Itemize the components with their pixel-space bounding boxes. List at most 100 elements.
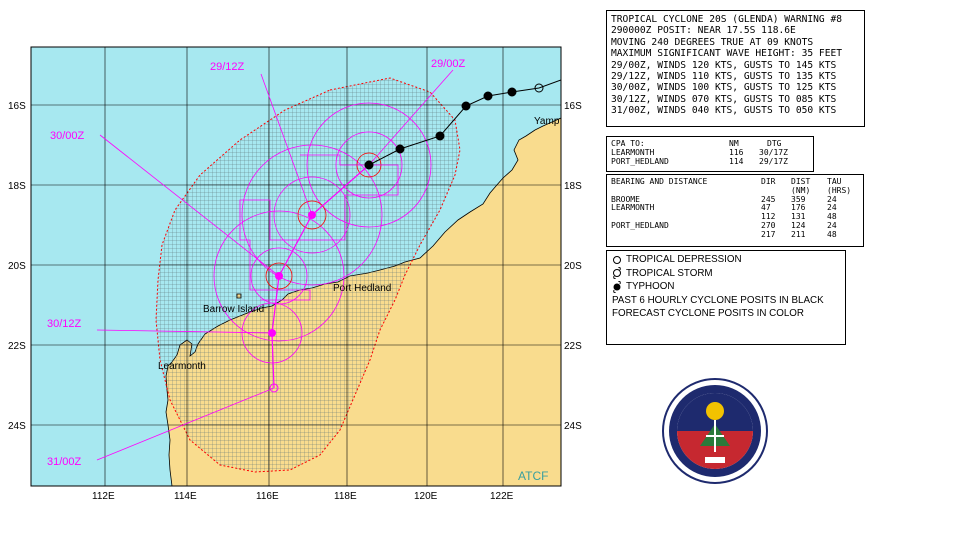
typhoon-symbol-icon	[435, 131, 445, 141]
legend-item-tropical-storm: TROPICAL STORM	[612, 267, 840, 281]
bearing-header-dist: DIST	[791, 177, 811, 186]
forecast-label-29-12z: 29/12Z	[210, 61, 245, 73]
place-label-barrow-island: Barrow Island	[203, 304, 264, 315]
typhoon-symbol-icon	[395, 144, 405, 154]
legend-label: TROPICAL STORM	[626, 267, 713, 279]
lat-label-inner: 16S	[564, 101, 582, 112]
lat-label-inner: 24S	[564, 421, 582, 432]
cpa-nm: 114	[729, 157, 744, 166]
cpa-nm: 116	[729, 148, 744, 157]
legend-item-typhoon: TYPHOON	[612, 280, 840, 294]
lat-label: 24S	[8, 421, 26, 432]
cpa-row: PORT_HEDLAND 114 29/17Z	[611, 157, 809, 166]
bearing-dist: 211	[791, 229, 806, 239]
bearing-subheader: (NM) (HRS)	[611, 185, 859, 196]
bearing-row: 217 211 48	[611, 229, 859, 240]
lon-label: 118E	[334, 491, 357, 502]
cpa-dtg: 30/17Z	[759, 148, 788, 157]
warning-line: 30/00Z, WINDS 100 KTS, GUSTS TO 125 KTS	[611, 82, 837, 94]
wind-radii	[213, 102, 432, 364]
forecast-posit-30-12z	[268, 329, 276, 337]
bearing-header: BEARING AND DISTANCE DIR DIST TAU	[611, 177, 859, 187]
graticule	[31, 47, 561, 486]
past-track	[368, 79, 561, 166]
lon-label: 120E	[414, 491, 438, 502]
place-label-learmonth: Learmonth	[158, 361, 206, 372]
bearing-dir: 47	[761, 203, 771, 213]
bearing-tau: 48	[827, 229, 837, 239]
warning-line: 29/00Z, WINDS 120 KTS, GUSTS TO 145 KTS	[611, 59, 837, 71]
typhoon-icon	[613, 280, 621, 293]
cpa-place: LEARMONTH	[611, 148, 655, 157]
bearing-dist: 124	[791, 220, 806, 230]
bearing-row: 112 131 48	[611, 212, 859, 222]
bearing-dist: 131	[791, 212, 806, 222]
warning-info-box: TROPICAL CYCLONE 20S (GLENDA) WARNING #8…	[606, 10, 865, 127]
cpa-header-dtg: DTG	[767, 139, 782, 148]
bearing-tau: 48	[827, 212, 837, 222]
cpa-box: CPA TO: NM DTG LEARMONTH 116 30/17Z PORT…	[606, 136, 814, 172]
typhoon-symbol-icon	[507, 87, 517, 97]
bearing-place: PORT_HEDLAND	[611, 220, 669, 230]
warning-line: MAXIMUM SIGNIFICANT WAVE HEIGHT: 35 FEET	[611, 48, 843, 60]
forecast-positions	[268, 211, 316, 337]
bearing-place: LEARMONTH	[611, 203, 655, 213]
bearing-row: BROOME 245 359 24	[611, 194, 859, 205]
legend-label: TYPHOON	[626, 281, 675, 293]
forecast-label-30-12z: 30/12Z	[47, 318, 82, 330]
typhoon-symbol-icon	[461, 101, 471, 111]
place-label-yamp: Yamp	[534, 116, 560, 127]
legend-note-forecast: FORECAST CYCLONE POSITS IN COLOR	[612, 308, 804, 320]
legend-item-tropical-depression: TROPICAL DEPRESSION	[612, 253, 840, 267]
bearing-dir: 217	[761, 229, 776, 239]
cpa-row: LEARMONTH 116 30/17Z	[611, 148, 809, 157]
cpa-header-nm: NM	[729, 139, 739, 148]
legend-label: TROPICAL DEPRESSION	[626, 254, 742, 265]
forecast-posit-29-12z	[308, 211, 316, 219]
cpa-place: PORT_HEDLAND	[611, 157, 669, 166]
lat-label: 22S	[8, 341, 26, 352]
tropical-storm-icon	[613, 267, 621, 280]
forecast-label-29-00z: 29/00Z	[431, 58, 466, 70]
cpa-header-label: CPA TO:	[611, 139, 645, 148]
warning-line: MOVING 240 DEGREES TRUE AT 09 KNOTS	[611, 36, 814, 48]
forecast-label-31-00z: 31/00Z	[47, 456, 82, 468]
bearing-tau: 24	[827, 220, 837, 230]
bearing-dist: 359	[791, 194, 806, 204]
warning-line: 29/12Z, WINDS 110 KTS, GUSTS TO 135 KTS	[611, 71, 837, 83]
bearing-header-dir: DIR	[761, 177, 776, 186]
bearing-header-label: BEARING AND DISTANCE	[611, 177, 708, 186]
lat-label: 18S	[8, 181, 26, 192]
lon-label: 114E	[174, 491, 197, 502]
warning-line: 290000Z POSIT: NEAR 17.5S 118.6E	[611, 25, 796, 37]
bearing-subheader-hrs: (HRS)	[827, 185, 852, 195]
lat-label-inner: 20S	[564, 261, 582, 272]
tropical-storm-symbol-icon	[534, 83, 544, 93]
bearing-dir: 245	[761, 194, 776, 204]
bearing-tau: 24	[827, 203, 837, 213]
forecast-posit-31-00z	[269, 383, 279, 393]
place-label-port-hedland: Port Hedland	[333, 283, 391, 294]
label-leaders	[96, 69, 454, 461]
lon-label: 116E	[256, 491, 279, 502]
lat-label: 16S	[8, 101, 26, 112]
past-positions	[364, 83, 544, 170]
map-frame	[30, 46, 562, 487]
warning-line: 31/00Z, WINDS 040 KTS, GUSTS TO 050 KTS	[611, 105, 837, 117]
tropical-depression-icon	[613, 255, 621, 264]
typhoon-symbol-icon	[364, 160, 374, 170]
warning-line: 30/12Z, WINDS 070 KTS, GUSTS TO 085 KTS	[611, 93, 837, 105]
bearing-tau: 24	[827, 194, 837, 204]
cpa-header: CPA TO: NM DTG	[611, 139, 809, 148]
legend-box: TROPICAL DEPRESSION TROPICAL STORM TYPHO…	[606, 250, 846, 345]
cpa-dtg: 29/17Z	[759, 157, 788, 166]
jtwc-seal-logo	[662, 378, 768, 484]
forecast-label-30-00z: 30/00Z	[50, 130, 85, 142]
legend-note-past: PAST 6 HOURLY CYCLONE POSITS IN BLACK	[612, 294, 824, 306]
typhoon-symbol-icon	[483, 91, 493, 101]
bearing-subheader-nm: (NM)	[791, 185, 811, 195]
lat-label-inner: 18S	[564, 181, 582, 192]
bearing-row: LEARMONTH 47 176 24	[611, 204, 859, 213]
danger-area	[155, 77, 461, 473]
cyclone-track-map: 16S 18S 20S 22S 24S 16S 18S 20S 22S 24S …	[8, 46, 582, 502]
